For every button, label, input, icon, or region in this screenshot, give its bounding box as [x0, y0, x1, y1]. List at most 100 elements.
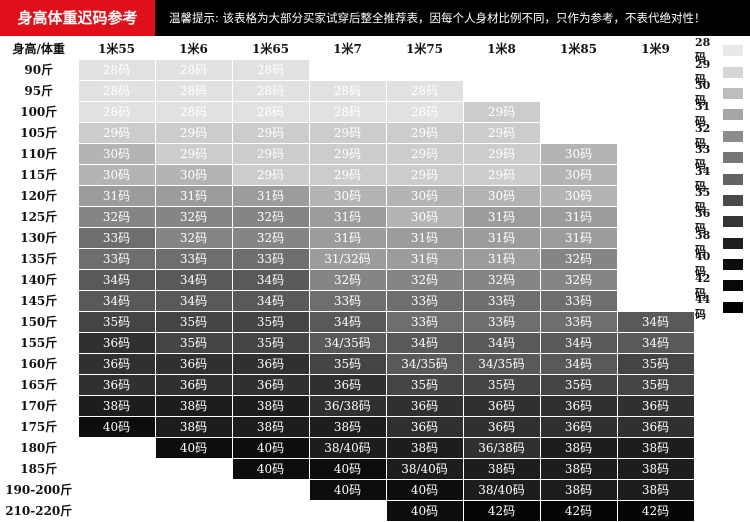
size-cell: 28码 [155, 80, 233, 102]
size-cell: 29码 [463, 164, 541, 186]
size-cell: 28码 [155, 59, 233, 81]
size-cell: 34码 [232, 290, 310, 312]
size-cell: 40码 [232, 437, 310, 459]
size-cell: 31码 [463, 206, 541, 228]
legend-item: 36码 [695, 207, 750, 235]
column-header: 1米65 [232, 38, 310, 60]
size-cell: 28码 [309, 80, 387, 102]
size-cell: 36码 [232, 374, 310, 396]
size-cell [617, 80, 695, 102]
table-row: 150斤 35码 35码 35码 34码 33码 33码 33码 34码 [0, 311, 695, 333]
size-cell: 33码 [155, 248, 233, 270]
size-cell: 34码 [386, 332, 464, 354]
table-row: 140斤 34码 34码 34码 32码 32码 32码 32码 [0, 269, 695, 291]
size-cell [540, 59, 618, 81]
legend-swatch [723, 130, 743, 142]
size-cell: 29码 [386, 143, 464, 165]
size-cell: 32码 [463, 269, 541, 291]
size-cell: 31码 [155, 185, 233, 207]
row-label: 190-200斤 [0, 479, 79, 501]
size-cell [617, 269, 695, 291]
legend-label: 30码 [695, 78, 711, 107]
size-cell [78, 500, 156, 522]
size-cell: 31/32码 [309, 248, 387, 270]
size-cell: 38码 [617, 437, 695, 459]
table-row: 155斤 36码 35码 35码 34/35码 34码 34码 34码 34码 [0, 332, 695, 354]
size-cell: 31码 [540, 227, 618, 249]
row-label: 165斤 [0, 374, 79, 396]
table-row: 185斤 40码 40码 38/40码 38码 38码 38码 [0, 458, 695, 480]
table-body: 90斤 28码 28码 28码 95斤 28码 28码 28码 28码 28码 100斤 28码 28码… [0, 59, 695, 522]
size-cell: 32码 [78, 206, 156, 228]
size-cell: 31码 [386, 248, 464, 270]
row-label: 110斤 [0, 143, 79, 165]
size-cell: 36码 [617, 416, 695, 438]
size-cell: 38码 [309, 416, 387, 438]
size-cell [309, 59, 387, 81]
legend-label: 29码 [695, 57, 711, 86]
legend-swatch [723, 216, 743, 228]
size-cell: 34码 [155, 269, 233, 291]
size-cell: 38码 [155, 395, 233, 417]
legend-item: 28码 [695, 36, 750, 64]
size-cell [232, 500, 310, 522]
row-label: 180斤 [0, 437, 79, 459]
size-cell: 33码 [463, 290, 541, 312]
size-cell: 40码 [232, 458, 310, 480]
size-cell: 29码 [309, 143, 387, 165]
table-row: 190-200斤 40码 40码 38/40码 38码 38码 [0, 479, 695, 501]
size-cell: 36码 [155, 374, 233, 396]
legend-swatch [723, 87, 743, 99]
size-cell [386, 59, 464, 81]
size-cell: 30码 [78, 164, 156, 186]
size-cell: 28码 [78, 80, 156, 102]
header-row: 身高/体重 1米55 1米6 1米65 1米7 1米75 1米8 1米85 1米… [0, 38, 695, 60]
size-cell: 40码 [309, 458, 387, 480]
size-cell: 33码 [386, 290, 464, 312]
size-cell [540, 80, 618, 102]
size-cell: 34码 [78, 269, 156, 291]
size-cell: 36码 [309, 374, 387, 396]
size-cell: 30码 [386, 185, 464, 207]
size-cell: 40码 [78, 416, 156, 438]
size-cell: 38/40码 [309, 437, 387, 459]
size-cell: 38码 [386, 437, 464, 459]
legend-item: 35码 [695, 186, 750, 214]
legend-label: 31码 [695, 100, 711, 129]
size-cell: 38码 [540, 479, 618, 501]
size-cell: 32码 [232, 227, 310, 249]
size-cell: 33码 [78, 248, 156, 270]
size-cell: 33码 [540, 311, 618, 333]
size-cell: 32码 [309, 269, 387, 291]
size-cell [463, 59, 541, 81]
size-cell: 40码 [309, 479, 387, 501]
size-cell: 32码 [155, 227, 233, 249]
size-cell: 30码 [540, 164, 618, 186]
size-cell: 31码 [463, 227, 541, 249]
legend-swatch [723, 237, 743, 249]
table-row: 130斤 33码 32码 32码 31码 31码 31码 31码 [0, 227, 695, 249]
legend-label: 34码 [695, 164, 711, 193]
size-cell: 35码 [309, 353, 387, 375]
page-title: 身高体重迟码参考 [0, 0, 155, 36]
size-cell: 31码 [309, 206, 387, 228]
legend-swatch [723, 194, 743, 206]
table-row: 90斤 28码 28码 28码 [0, 59, 695, 81]
row-label: 185斤 [0, 458, 79, 480]
size-cell: 31码 [463, 248, 541, 270]
size-cell: 30码 [540, 143, 618, 165]
legend-item: 42码 [695, 272, 750, 300]
size-cell: 36/38码 [309, 395, 387, 417]
column-header: 1米75 [386, 38, 464, 60]
table-row: 165斤 36码 36码 36码 36码 35码 35码 35码 35码 [0, 374, 695, 396]
legend-swatch [723, 173, 743, 185]
table-row: 105斤 29码 29码 29码 29码 29码 29码 [0, 122, 695, 144]
size-cell: 33码 [463, 311, 541, 333]
size-cell [155, 458, 233, 480]
size-cell: 33码 [232, 248, 310, 270]
size-cell: 42码 [540, 500, 618, 522]
size-cell: 36码 [540, 416, 618, 438]
size-cell: 28码 [232, 101, 310, 123]
table-row: 160斤 36码 36码 36码 35码 34/35码 34/35码 34码 35码 [0, 353, 695, 375]
size-cell: 33码 [309, 290, 387, 312]
